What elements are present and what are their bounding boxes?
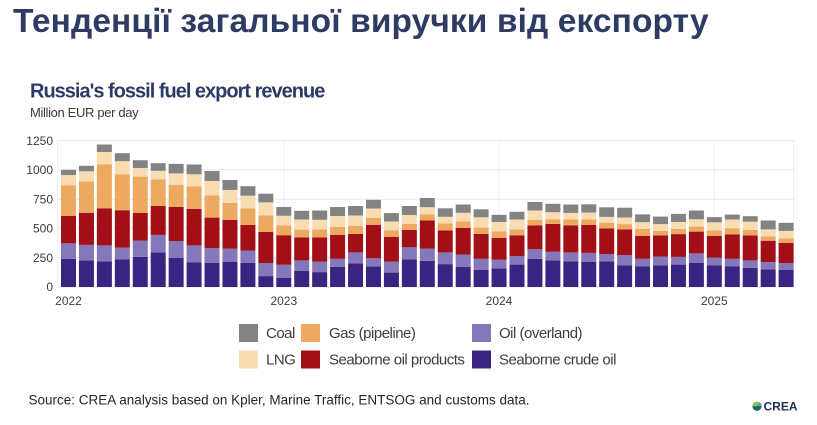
svg-text:0: 0	[46, 280, 53, 294]
svg-text:CREA: CREA	[764, 400, 798, 414]
svg-text:2025: 2025	[701, 294, 728, 308]
svg-text:1250: 1250	[26, 134, 53, 148]
svg-text:500: 500	[33, 222, 53, 236]
svg-text:Oil (overland): Oil (overland)	[499, 325, 583, 342]
svg-text:2024: 2024	[486, 294, 513, 308]
svg-text:750: 750	[33, 192, 53, 206]
svg-text:1000: 1000	[26, 163, 53, 177]
svg-text:LNG: LNG	[266, 352, 295, 369]
svg-text:Seaborne oil products: Seaborne oil products	[329, 352, 464, 369]
svg-text:Coal: Coal	[266, 325, 295, 342]
svg-text:250: 250	[33, 251, 53, 265]
svg-text:Russia's fossil fuel export re: Russia's fossil fuel export revenue	[30, 81, 325, 103]
svg-text:2023: 2023	[270, 294, 297, 308]
svg-text:Gas (pipeline): Gas (pipeline)	[329, 325, 416, 342]
svg-text:Million EUR per day: Million EUR per day	[30, 105, 139, 120]
svg-text:Тенденції загальної виручки ві: Тенденції загальної виручки від експорту	[13, 3, 709, 40]
svg-text:2022: 2022	[55, 294, 82, 308]
svg-text:Source: CREA analysis based on: Source: CREA analysis based on Kpler, Ma…	[29, 393, 530, 408]
svg-text:Seaborne crude oil: Seaborne crude oil	[499, 352, 616, 369]
